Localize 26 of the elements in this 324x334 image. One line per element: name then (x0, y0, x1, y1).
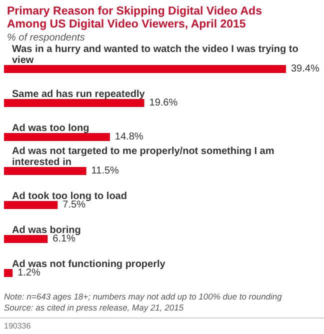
bar (4, 65, 286, 73)
chart-subtitle: % of respondents (7, 32, 85, 44)
bar (4, 167, 86, 175)
data-label: 7.5% (62, 200, 86, 210)
y-tick-label: Ad took too long to load (12, 191, 127, 202)
y-tick-label: Was in a hurry and wanted to watch the video I was trying to view (12, 44, 302, 66)
data-label: 19.6% (149, 98, 178, 108)
y-tick-label: Same ad has run repeatedly (12, 89, 146, 100)
data-label: 39.4% (291, 64, 320, 74)
bar (4, 269, 13, 277)
y-tick-label: Ad was boring (12, 225, 81, 236)
text: Note: n=643 ages 18+; numbers may not add up to 100% due to rounding (4, 292, 282, 302)
data-label: 1.2% (18, 268, 40, 278)
source-note: Source: as cited in press release, May 21, 2015 (4, 302, 184, 312)
y-tick-label: Ad was too long (12, 123, 90, 134)
bar (4, 235, 48, 243)
bar (4, 133, 110, 141)
data-label: 14.8% (114, 132, 144, 142)
bar (4, 99, 144, 107)
y-tick-label: Ad was not functioning properly (12, 259, 166, 270)
chart-title: Primary Reason for Skipping Digital Video Ads Among US Digital Video Viewers, April 2015 (7, 6, 266, 30)
data-label: 11.5% (91, 166, 120, 176)
bar (4, 201, 58, 209)
y-tick-label: Ad was not targeted to me properly/not something I am interested in (12, 146, 278, 168)
text: 190336 (4, 322, 32, 330)
data-label: 6.1% (52, 234, 76, 244)
